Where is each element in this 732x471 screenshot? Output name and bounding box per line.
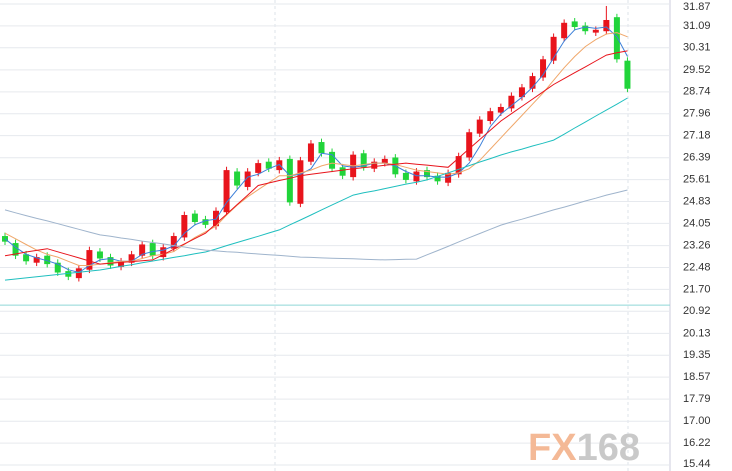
candle-body: [529, 76, 536, 89]
y-tick-label: 31.87: [683, 1, 711, 13]
candle-body: [329, 151, 336, 169]
y-tick-label: 31.09: [683, 20, 711, 32]
y-tick-label: 21.70: [683, 283, 711, 295]
candle-body: [297, 160, 304, 204]
y-tick-label: 25.61: [683, 174, 711, 186]
candle-body: [307, 143, 314, 162]
candle-body: [413, 171, 420, 182]
candle-body: [487, 111, 494, 122]
candle-body: [445, 172, 452, 183]
y-tick-label: 30.31: [683, 42, 711, 54]
candle-body: [286, 158, 293, 203]
candle-body: [128, 254, 135, 263]
candle-body: [139, 244, 146, 256]
candle-body: [255, 163, 262, 173]
y-tick-label: 27.96: [683, 108, 711, 120]
candle-body: [603, 19, 610, 32]
y-tick-label: 15.44: [683, 458, 711, 470]
candle-body: [234, 171, 241, 186]
y-tick-label: 20.92: [683, 305, 711, 317]
watermark: FX168: [528, 427, 640, 469]
watermark-num: 168: [577, 427, 640, 469]
ma-line: [4, 50, 628, 265]
candle-body: [149, 243, 156, 256]
candle-body: [318, 142, 325, 154]
y-tick-label: 17.00: [683, 415, 711, 427]
y-tick-label: 23.26: [683, 239, 711, 251]
candle-body: [107, 257, 114, 266]
y-tick-label: 19.35: [683, 349, 711, 361]
candle-body: [96, 251, 103, 259]
y-tick-label: 24.83: [683, 195, 711, 207]
candle-body: [550, 36, 557, 61]
y-tick-label: 27.18: [683, 130, 711, 142]
y-tick-label: 28.74: [683, 86, 711, 98]
y-tick-label: 17.79: [683, 393, 711, 405]
candle-body: [265, 161, 272, 169]
candle-body: [371, 161, 378, 169]
candle-body: [434, 175, 441, 182]
candle-body: [12, 243, 19, 256]
candle-body: [561, 22, 568, 39]
candle-body: [518, 87, 525, 98]
candle-body: [624, 60, 631, 89]
candle-body: [33, 257, 40, 263]
y-tick-label: 20.13: [683, 327, 711, 339]
y-tick-label: 16.22: [683, 437, 711, 449]
candle-body: [23, 254, 30, 262]
candle-body: [381, 158, 388, 164]
candle-body: [202, 219, 209, 225]
y-tick-label: 24.05: [683, 217, 711, 229]
candle-body: [191, 213, 198, 223]
ma-line: [4, 26, 628, 274]
candle-body: [54, 262, 61, 273]
ma-line: [4, 97, 628, 281]
candle-body: [223, 170, 230, 213]
candle-body: [571, 21, 578, 28]
candle-body: [86, 250, 93, 270]
candle-body: [455, 156, 462, 175]
candle-body: [582, 25, 589, 32]
candle-body: [466, 132, 473, 158]
candle-body: [476, 119, 483, 134]
candle-body: [360, 153, 367, 168]
candle-body: [118, 261, 125, 267]
y-tick-label: 29.52: [683, 64, 711, 76]
candle-body: [160, 247, 167, 258]
candle-body: [508, 95, 515, 109]
candle-body: [44, 255, 51, 265]
candle-body: [497, 106, 504, 113]
candle-body: [75, 268, 82, 279]
watermark-fx: FX: [528, 427, 577, 469]
y-tick-label: 26.39: [683, 152, 711, 164]
candle-body: [613, 17, 620, 60]
y-tick-label: 22.48: [683, 261, 711, 273]
ma-line: [4, 189, 628, 261]
candle-body: [170, 236, 177, 249]
candle-body: [402, 172, 409, 180]
y-tick-label: 18.57: [683, 371, 711, 383]
candle-body: [592, 29, 599, 33]
candle-body: [424, 170, 430, 178]
candle-body: [181, 214, 188, 238]
candle-body: [540, 59, 547, 78]
candle-body: [65, 271, 72, 277]
candle-body: [244, 171, 251, 187]
candle-body: [339, 167, 346, 176]
